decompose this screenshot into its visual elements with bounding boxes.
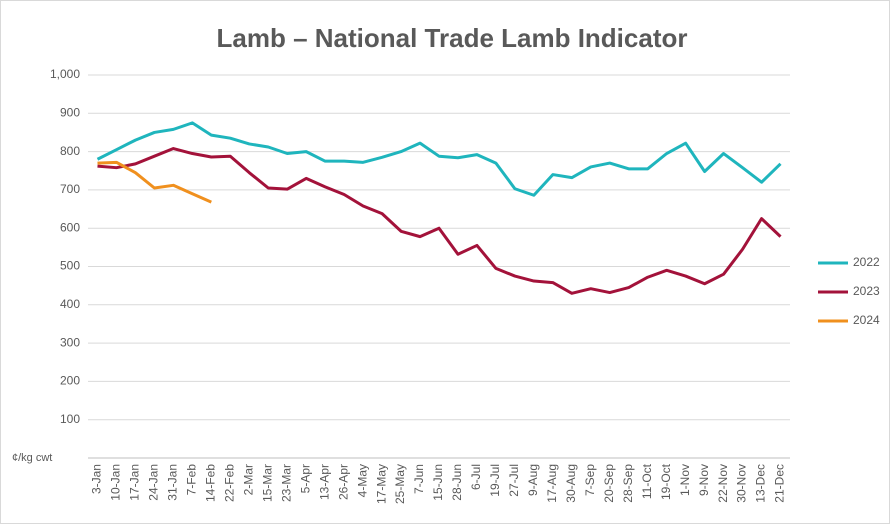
y-tick-label: 500 xyxy=(60,259,80,273)
x-tick-label: 17-Aug xyxy=(545,464,559,503)
series-line xyxy=(97,160,212,204)
x-tick-label: 6-Jul xyxy=(469,464,483,490)
x-tick-label: 7-Feb xyxy=(185,464,199,496)
x-tick-label: 9-Nov xyxy=(697,464,711,496)
y-tick-label: 400 xyxy=(60,297,80,311)
x-tick-label: 13-Dec xyxy=(754,464,768,503)
x-tick-label: 17-Jan xyxy=(128,464,142,501)
y-tick-label: 600 xyxy=(60,220,80,234)
y-tick-label: 800 xyxy=(60,144,80,158)
chart-title: Lamb – National Trade Lamb Indicator xyxy=(217,23,688,53)
series-line xyxy=(96,121,782,197)
series-line xyxy=(97,147,782,295)
x-tick-label: 30-Aug xyxy=(564,464,578,503)
x-tick-label: 10-Jan xyxy=(109,464,123,501)
x-tick-label: 21-Dec xyxy=(773,464,787,503)
x-tick-label: 14-Feb xyxy=(203,464,217,502)
x-tick-label: 7-Jun xyxy=(412,464,426,494)
x-tick-label: 28-Sep xyxy=(621,464,635,503)
x-tick-label: 25-May xyxy=(393,464,407,504)
y-tick-label: 900 xyxy=(60,105,80,119)
x-tick-label: 30-Nov xyxy=(735,464,749,503)
x-tick-label: 20-Sep xyxy=(602,464,616,503)
x-tick-label: 9-Aug xyxy=(526,464,540,496)
x-tick-label: 1-Nov xyxy=(678,464,692,496)
x-tick-label: 24-Jan xyxy=(147,464,161,501)
legend-label: 2022 xyxy=(853,255,880,269)
legend-label: 2023 xyxy=(853,284,880,298)
x-tick-label: 15-Jun xyxy=(431,464,445,501)
x-tick-label: 17-May xyxy=(374,464,388,504)
x-tick-label: 28-Jun xyxy=(450,464,464,501)
x-tick-label: 13-Apr xyxy=(317,464,331,500)
x-tick-label: 11-Oct xyxy=(640,463,654,499)
x-tick-label: 19-Oct xyxy=(659,463,673,500)
legend-label: 2024 xyxy=(853,313,880,327)
y-tick-label: 300 xyxy=(60,335,80,349)
x-tick-label: 22-Nov xyxy=(716,464,730,503)
x-tick-label: 7-Sep xyxy=(583,464,597,496)
x-tick-label: 27-Jul xyxy=(507,464,521,497)
x-tick-label: 5-Apr xyxy=(298,464,312,493)
x-tick-label: 31-Jan xyxy=(166,464,180,501)
x-tick-label: 4-May xyxy=(355,464,369,497)
x-tick-label: 3-Jan xyxy=(90,464,104,494)
y-tick-label: 200 xyxy=(60,374,80,388)
y-tick-label: 700 xyxy=(60,182,80,196)
x-tick-label: 23-Mar xyxy=(279,464,293,502)
y-tick-label: 100 xyxy=(60,412,80,426)
x-tick-label: 22-Feb xyxy=(222,464,236,502)
x-tick-label: 19-Jul xyxy=(488,464,502,497)
x-tick-label: 2-Mar xyxy=(241,464,255,495)
y-axis-label: ¢/kg cwt xyxy=(12,452,52,464)
x-tick-label: 26-Apr xyxy=(336,464,350,500)
y-tick-label: 1,000 xyxy=(50,67,80,81)
x-tick-label: 15-Mar xyxy=(260,464,274,502)
